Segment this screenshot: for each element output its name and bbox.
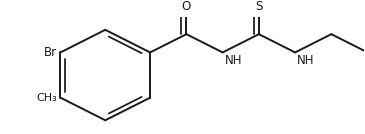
Text: NH: NH — [224, 54, 242, 67]
Text: CH₃: CH₃ — [37, 93, 57, 103]
Text: S: S — [255, 0, 262, 13]
Text: NH: NH — [297, 54, 315, 67]
Text: O: O — [182, 0, 191, 13]
Text: Br: Br — [44, 46, 57, 59]
